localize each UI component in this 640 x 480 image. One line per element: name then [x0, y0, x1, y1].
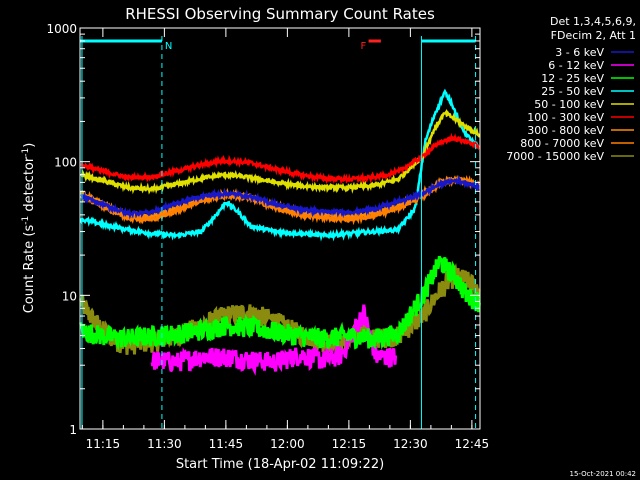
plot-frame — [79, 27, 481, 430]
legend-entry-label: 800 - 7000 keV — [520, 137, 604, 150]
footer-date: 15-Oct-2021 00:42 — [570, 470, 636, 478]
x-tick-label: 12:15 — [332, 437, 367, 451]
y-tick-label: 1000 — [46, 22, 77, 36]
axes: 1 10 100 1000 11:15 11:30 11:45 12:00 12:15 12:30… — [46, 22, 489, 451]
legend-header-line: FDecim 2, Att 1 — [551, 29, 636, 42]
legend-entry-label: 12 - 25 keV — [541, 72, 604, 85]
y-tick-label: 10 — [62, 289, 77, 303]
flag-label-1: F — [361, 41, 367, 52]
legend-entry-label: 25 - 50 keV — [541, 85, 604, 98]
legend-entry-label: 100 - 300 keV — [527, 111, 604, 124]
x-tick-label: 12:30 — [393, 437, 428, 451]
legend-entry-label: 3 - 6 keV — [555, 46, 604, 59]
x-tick-label: 12:45 — [455, 437, 490, 451]
y-tick-label: 1 — [69, 423, 77, 437]
chart-title: RHESSI Observing Summary Count Rates — [125, 5, 435, 23]
legend-entry-label: 300 - 800 keV — [527, 124, 604, 137]
series-line-7 — [79, 175, 481, 226]
series-line-5 — [80, 132, 481, 185]
x-tick-label: 11:45 — [209, 437, 244, 451]
legend: Det 1,3,4,5,6,9,FDecim 2, Att 1 3 - 6 keV… — [506, 15, 636, 163]
legend-entry-label: 7000 - 15000 keV — [506, 150, 604, 163]
x-axis-label: Start Time (18-Apr-02 11:09:22) — [176, 457, 384, 472]
x-tick-label: 12:00 — [270, 437, 305, 451]
y-tick-label: 100 — [54, 156, 77, 170]
y-axis-label: Count Rate (s-1 detector-1) — [21, 143, 37, 314]
legend-header-line: Det 1,3,4,5,6,9, — [550, 15, 636, 28]
flag-label-0: N — [165, 41, 172, 52]
series-line-0 — [79, 174, 481, 220]
series-line-2 — [79, 255, 481, 351]
legend-entry-label: 6 - 12 keV — [548, 59, 604, 72]
legend-entry-label: 50 - 100 keV — [534, 98, 604, 111]
series-line-3 — [79, 88, 481, 242]
x-tick-label: 11:15 — [86, 437, 121, 451]
x-tick-label: 11:30 — [147, 437, 182, 451]
